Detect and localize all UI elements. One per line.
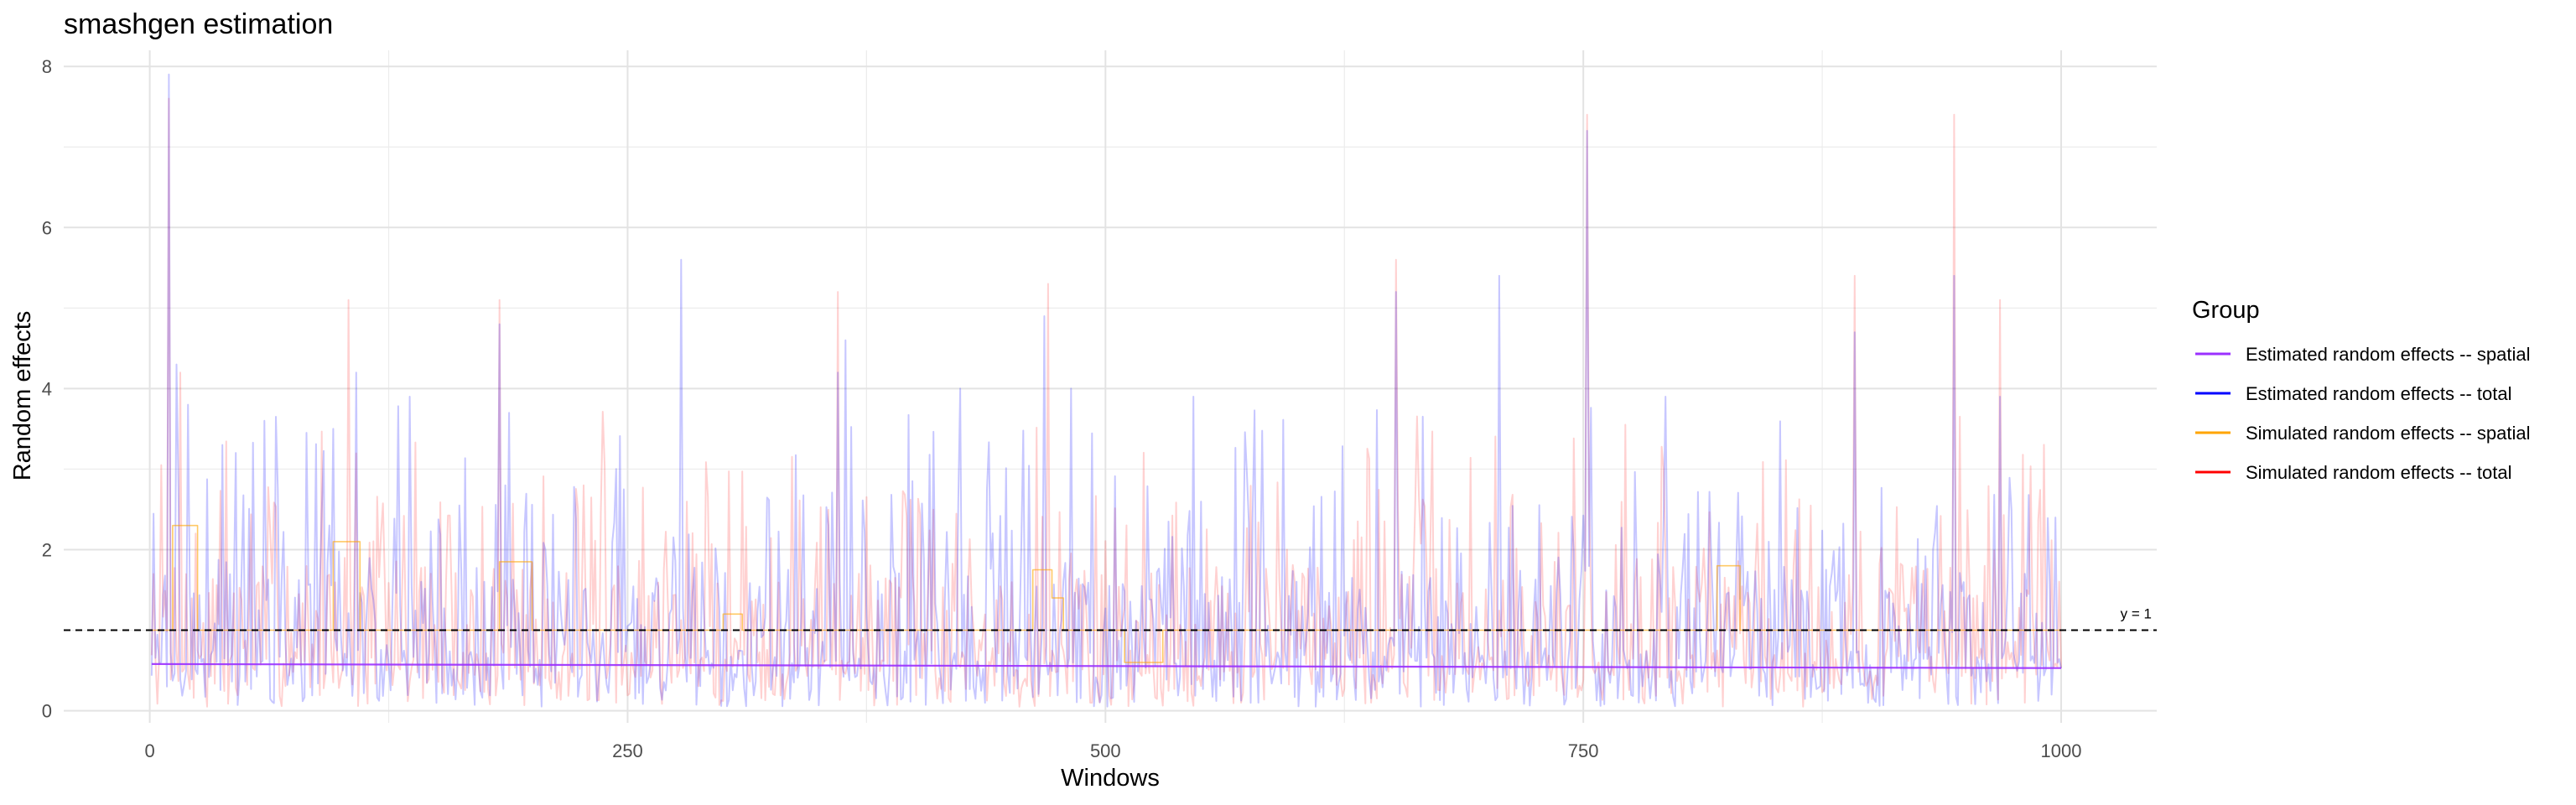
series-estimated-spatial [151,662,2062,669]
x-tick-label: 1000 [2041,740,2082,761]
y-tick-label: 4 [42,378,52,399]
x-tick-label: 0 [144,740,154,761]
grid-major [64,50,2157,723]
y-axis-ticks: 0 2 4 6 8 [42,56,52,721]
legend-title: Group [2192,297,2260,324]
legend-label: Estimated random effects -- spatial [2246,344,2531,365]
y-tick-label: 0 [42,701,52,722]
series-simulated-spatial [149,524,2061,663]
x-axis-ticks: 0 250 500 750 1000 [144,740,2081,761]
legend-items: Estimated random effects -- spatial Estim… [2195,344,2531,483]
x-axis-title: Windows [1061,765,1160,792]
y-tick-label: 2 [42,539,52,560]
series-estimated-total [150,73,2062,708]
reference-layer: y = 1 [64,606,2157,631]
y-tick-label: 6 [42,217,52,238]
x-tick-label: 250 [612,740,643,761]
legend-label: Simulated random effects -- total [2246,462,2512,483]
x-tick-label: 750 [1568,740,1599,761]
series-simulated-total [150,97,2062,708]
reference-line-label: y = 1 [2121,606,2152,622]
series-layer [149,73,2062,708]
legend-label: Estimated random effects -- total [2246,383,2512,404]
y-tick-label: 8 [42,56,52,77]
legend-label: Simulated random effects -- spatial [2246,423,2531,444]
y-axis-title: Random effects [9,311,36,481]
x-tick-label: 500 [1090,740,1121,761]
legend: Group Estimated random effects -- spatia… [2192,297,2531,483]
chart-title: smashgen estimation [64,8,333,40]
